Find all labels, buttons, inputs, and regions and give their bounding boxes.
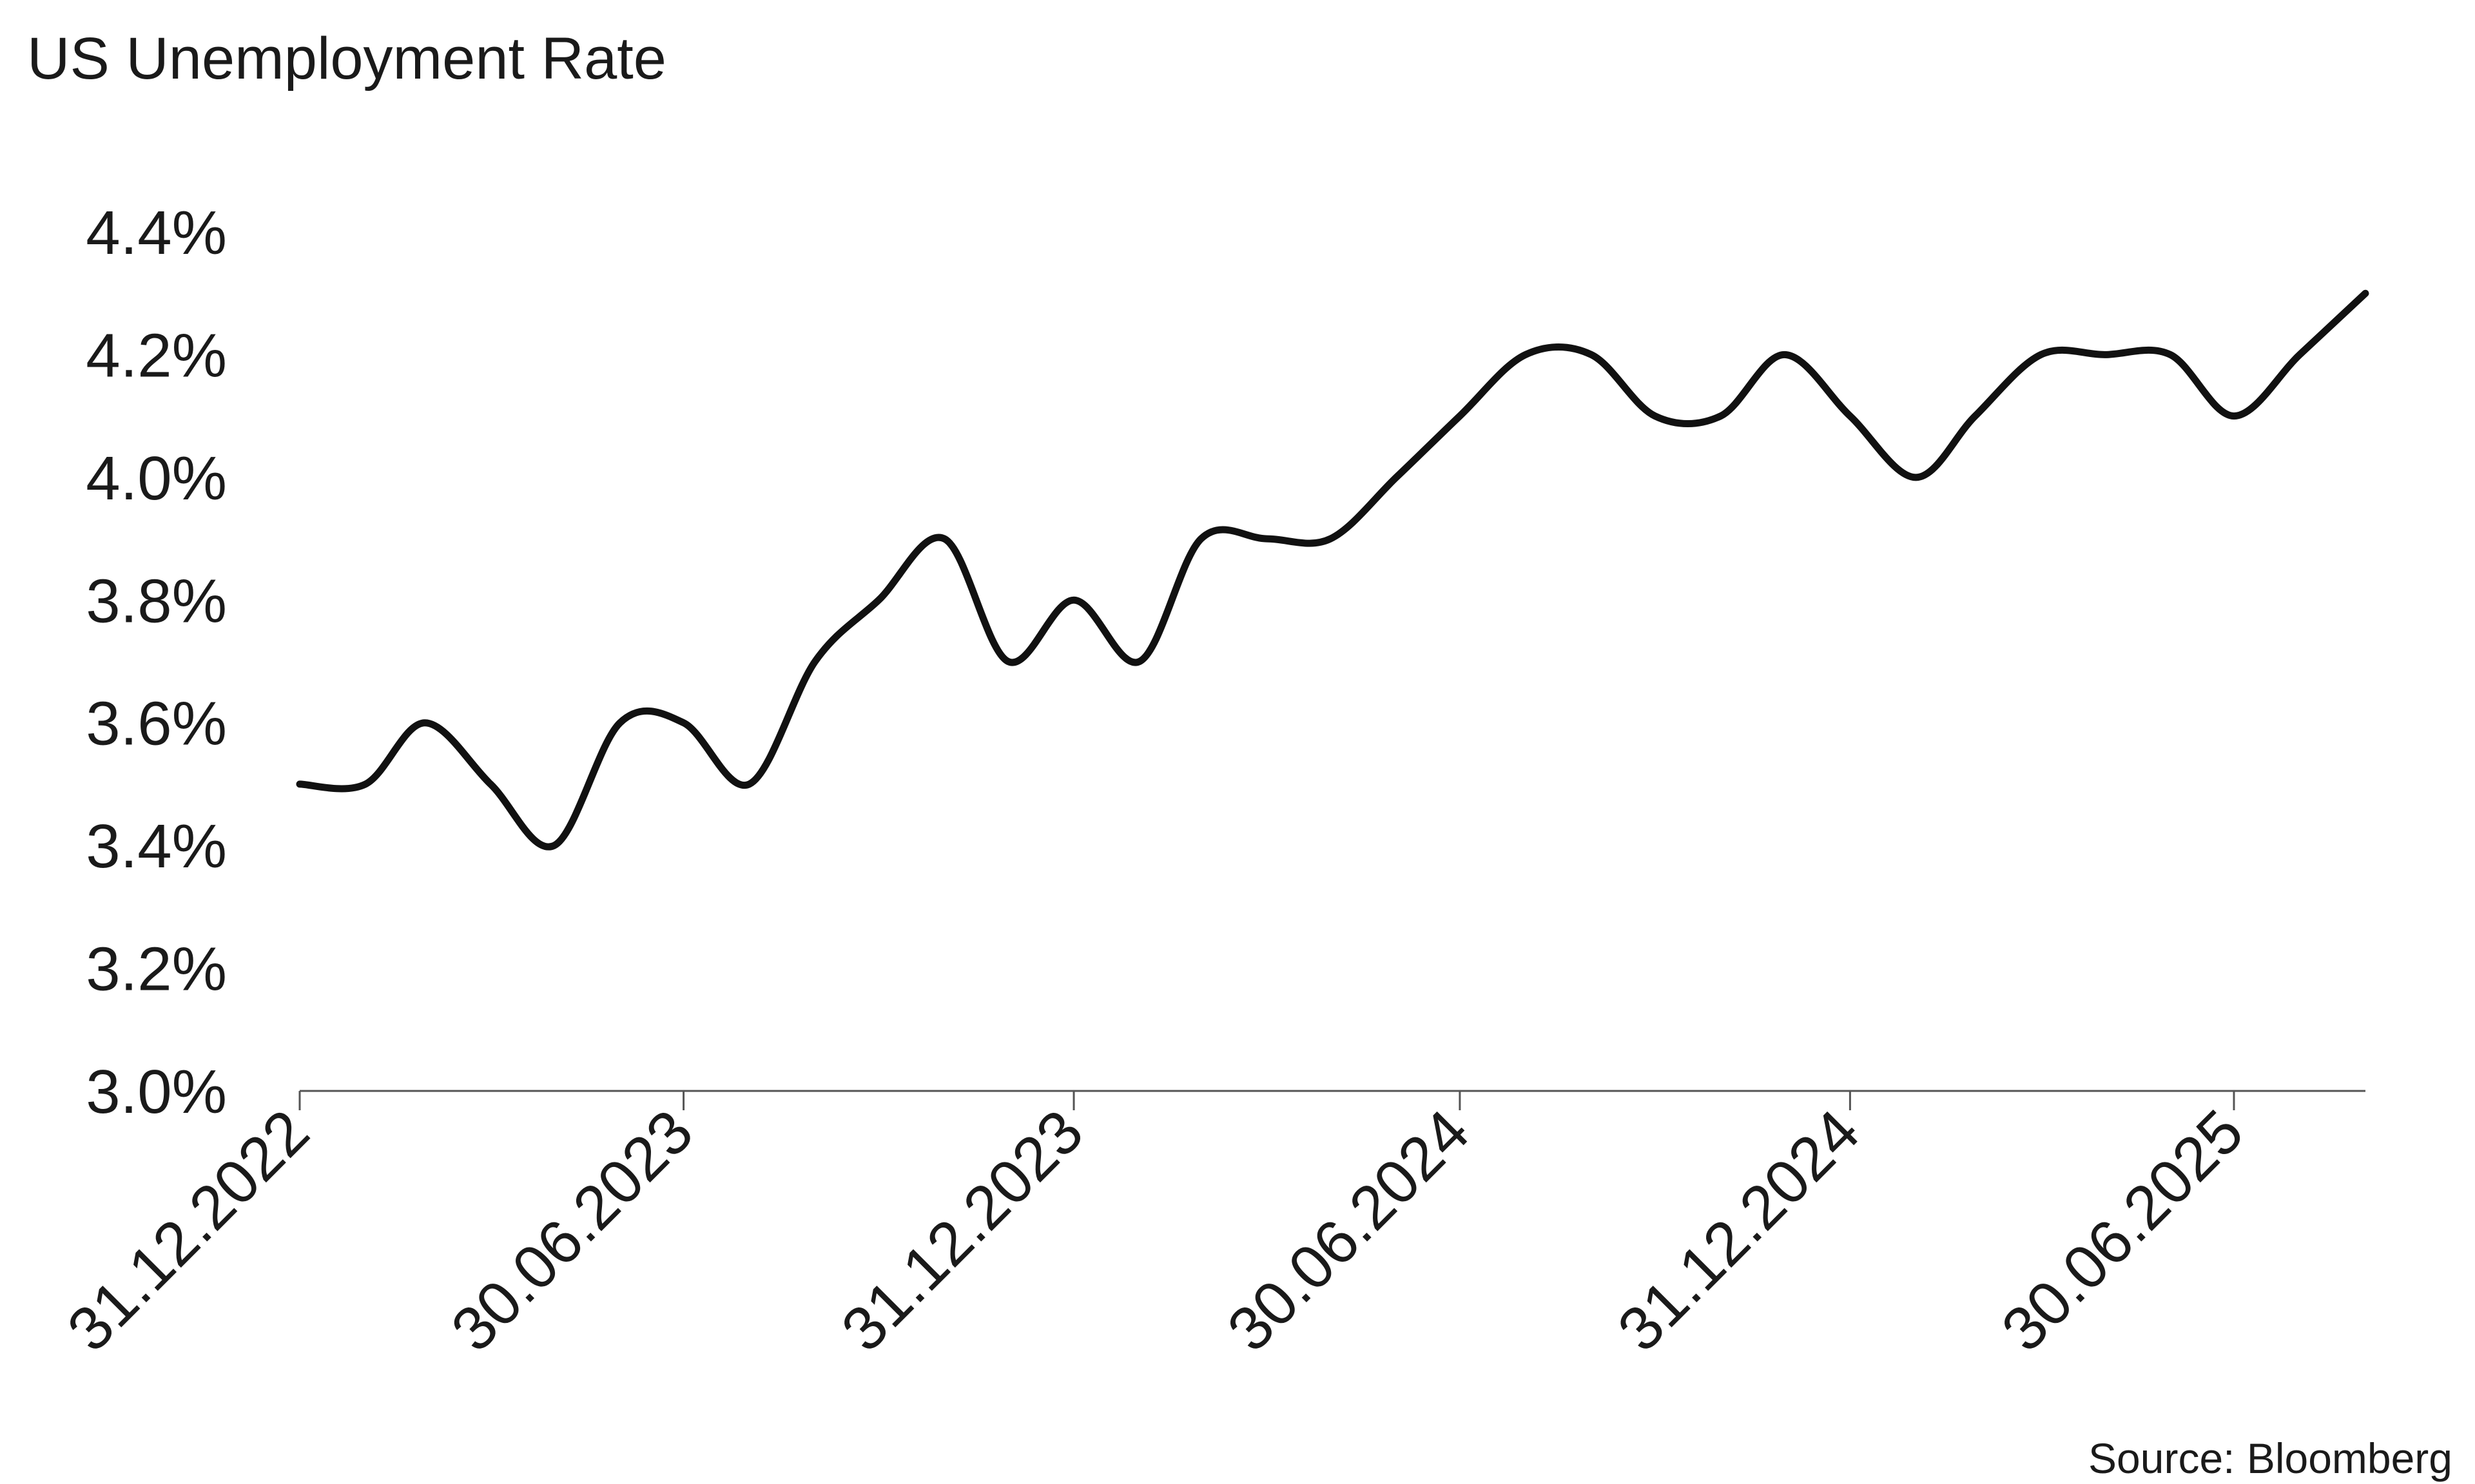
y-tick-label: 4.0% [86,444,227,513]
series-line [296,289,2369,851]
data-point [2038,351,2044,358]
data-point [941,535,947,542]
data-point [1972,413,1979,419]
data-point [617,720,623,726]
x-tick-label: 31.12.2024 [1605,1097,1872,1364]
data-point [1071,597,1077,603]
data-point [1393,474,1399,481]
data-point [1652,413,1658,419]
y-tick-label: 3.2% [86,935,227,1004]
plot-area [296,289,2369,851]
data-point [1264,535,1270,542]
y-tick-label: 3.6% [86,689,227,758]
data-point [1327,535,1334,542]
data-point [1718,413,1724,419]
x-tick-label: 30.06.2023 [438,1097,706,1364]
data-point [1847,413,1853,419]
data-point [296,781,303,787]
data-point [2362,290,2369,296]
x-tick-label: 30.06.2024 [1214,1097,1482,1364]
chart-title: US Unemployment Rate [27,26,666,92]
data-point [487,781,494,787]
data-point [362,781,369,787]
y-axis: 3.0% 3.2% 3.4% 3.6% 3.8% 4.0% 4.2% 4.4% [86,198,227,1126]
x-tick-label: 31.12.2023 [828,1097,1096,1364]
x-axis: 31.12.2022 30.06.2023 31.12.2023 30.06.2024… [54,1090,2365,1365]
data-point [2101,351,2108,358]
data-point [2296,351,2303,358]
data-point [1781,351,1787,358]
data-point [1198,535,1205,542]
y-tick-label: 3.4% [86,812,227,881]
data-point [812,659,819,665]
y-tick-label: 3.8% [86,566,227,635]
data-point [1136,659,1143,665]
data-point [1005,659,1011,665]
data-point [2167,351,2173,358]
data-point [422,720,428,726]
data-point [681,720,687,726]
data-point [1912,474,1919,481]
data-point [746,781,753,787]
x-tick-label: 30.06.2025 [1988,1097,2256,1364]
data-point [1457,413,1463,419]
source-note: Source: Bloomberg [2088,1434,2452,1482]
y-tick-label: 4.2% [86,321,227,390]
data-point [551,842,558,849]
data-point [875,597,882,603]
data-point [1588,351,1595,358]
x-tick-label: 31.12.2022 [54,1097,322,1364]
data-point [2231,413,2237,419]
data-point [1522,351,1529,358]
y-tick-label: 4.4% [86,198,227,267]
y-tick-label: 3.0% [86,1057,227,1126]
